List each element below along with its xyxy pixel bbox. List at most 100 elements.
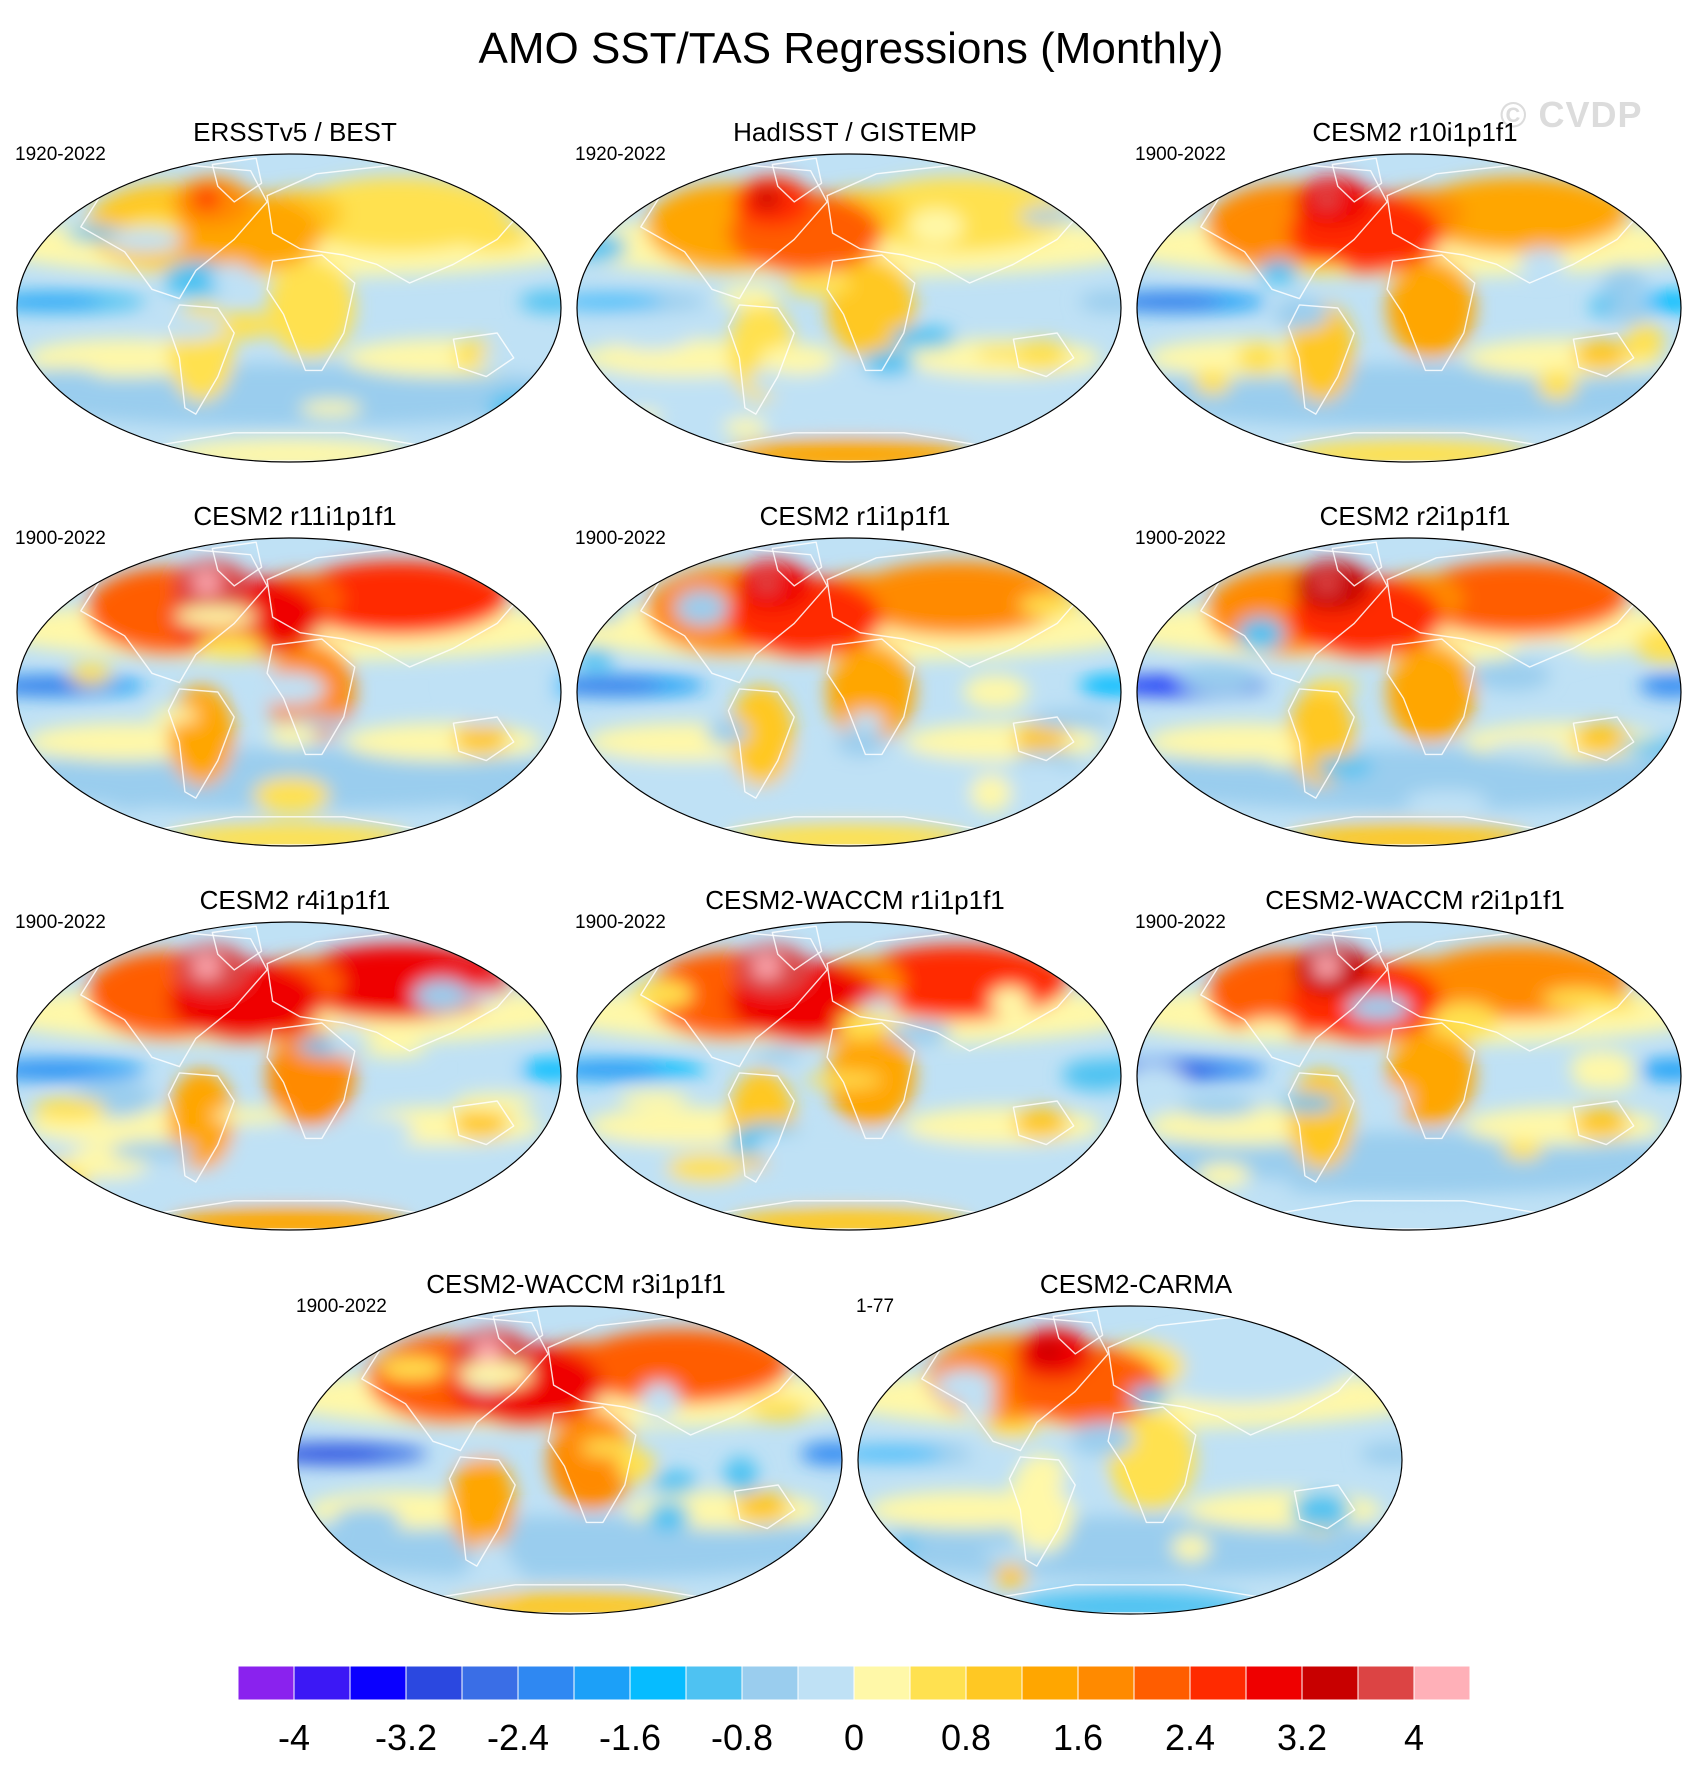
map-panel: CESM2 r1i1p1f1 1900-2022: [575, 500, 1135, 876]
colorbar-cell: [349, 1666, 407, 1701]
noise-patch: [150, 707, 199, 723]
panel-period: 1-77: [856, 1296, 895, 1317]
noise-patch: [1237, 617, 1285, 651]
eurasia-anomaly: [289, 560, 509, 636]
coastline-africa: [1386, 254, 1476, 372]
coastline-namer: [361, 1315, 549, 1452]
antarctica-anomaly: [1288, 439, 1530, 462]
pacific-cold-tongue-east: [1639, 1058, 1681, 1081]
panel-title: CESM2-WACCM r1i1p1f1: [705, 885, 1005, 915]
coastline-greenland: [771, 541, 823, 587]
noise-patch: [107, 228, 183, 253]
noise-patch: [960, 1394, 996, 1419]
north-atlantic-peak: [193, 955, 221, 978]
coastline-samer: [727, 688, 795, 799]
africa-anomaly: [827, 642, 915, 742]
noise-patch: [1361, 1087, 1410, 1111]
noise-patch: [1019, 208, 1073, 225]
coastline-namer: [80, 163, 268, 300]
map-panel: CESM2-WACCM r3i1p1f1 1900-2022: [296, 1268, 856, 1644]
pacific-cold-tongue-east: [519, 1058, 561, 1081]
map-field: [17, 154, 561, 462]
panel-title: HadISST / GISTEMP: [733, 117, 977, 147]
map-svg: [1136, 153, 1682, 463]
coastline-australia: [1012, 1100, 1075, 1146]
noise-patch: [1509, 643, 1582, 664]
noise-patch: [863, 349, 915, 377]
noise-patch: [1624, 323, 1664, 361]
north-atlantic-peak: [753, 571, 781, 594]
colorbar-cell: [629, 1666, 687, 1701]
pacific-cold-tongue-core: [577, 295, 663, 308]
coastline-africa: [266, 254, 356, 372]
map-svg: [16, 537, 562, 847]
coastline-africa: [826, 638, 916, 756]
noise-patch: [378, 1356, 446, 1380]
south-subtropics-anomaly: [343, 723, 542, 761]
noise-patch: [467, 795, 541, 822]
panel-period: 1900-2022: [15, 912, 106, 933]
noise-patch: [1240, 1018, 1295, 1042]
australia-anomaly: [1013, 723, 1069, 755]
coastline-australia: [1572, 716, 1635, 762]
coastline-greenland: [1052, 1309, 1104, 1355]
coastline-africa: [826, 1022, 916, 1140]
colorbar-tick-label: 3.2: [1277, 1717, 1327, 1758]
noise-patch: [268, 724, 317, 747]
south-subtropics-anomaly: [1463, 1107, 1662, 1145]
colorbar-tick-label: 0.8: [941, 1717, 991, 1758]
map-svg: [16, 153, 562, 463]
antarctica-anomaly: [1288, 1207, 1530, 1230]
cvdp-watermark: © CVDP: [1500, 94, 1643, 135]
eurasia-anomaly: [849, 176, 1069, 252]
colorbar-tick-label: -4: [278, 1717, 310, 1758]
noise-patch: [859, 998, 898, 1013]
map-panel: CESM2-WACCM r1i1p1f1 1900-2022: [575, 884, 1135, 1260]
noise-patch: [888, 1021, 953, 1045]
noise-patch: [144, 315, 226, 341]
noise-patch: [1618, 739, 1681, 753]
map-field: [17, 538, 561, 846]
noise-patch: [1279, 1094, 1338, 1113]
noise-patch: [1600, 265, 1647, 298]
coastline-australia: [1572, 332, 1635, 378]
africa-anomaly: [1387, 642, 1475, 742]
map-panel: CESM2 r10i1p1f1 1900-2022: [1135, 116, 1695, 492]
noise-patch: [152, 776, 193, 792]
antarctica-anomaly: [449, 1591, 691, 1614]
coastline-greenland: [211, 925, 263, 971]
colorbar-tick-label: 0: [844, 1717, 864, 1758]
north-atlantic-peak: [193, 187, 221, 210]
coastline-australia: [1012, 332, 1075, 378]
noise-patch: [989, 986, 1031, 1016]
noise-patch: [1291, 1493, 1351, 1528]
noise-patch: [1236, 342, 1280, 376]
eurasia-anomaly: [1409, 176, 1629, 252]
noise-patch: [1178, 1095, 1258, 1118]
coastline-namer: [1200, 163, 1388, 300]
map-svg: [297, 1305, 843, 1615]
panel-title: CESM2-WACCM r2i1p1f1: [1265, 885, 1565, 915]
noise-patch: [577, 758, 593, 775]
noise-patch: [976, 347, 1028, 361]
antarctica-anomaly: [168, 823, 410, 846]
coastline-namer: [640, 163, 828, 300]
noise-patch: [719, 285, 780, 308]
noise-patch: [1430, 1002, 1499, 1040]
noise-patch: [32, 1097, 107, 1121]
map-svg: [576, 153, 1122, 463]
noise-patch: [465, 990, 505, 1003]
noise-patch: [909, 208, 964, 244]
noise-patch: [210, 263, 255, 293]
pacific-cold-tongue-east: [1079, 290, 1121, 313]
pacific-cold-tongue-east: [1079, 674, 1121, 697]
coastline-australia: [452, 716, 515, 762]
map-border: [857, 1305, 1403, 1615]
noise-patch: [1274, 298, 1329, 330]
map-field: [1137, 154, 1681, 462]
map-svg: [576, 537, 1122, 847]
colorbar-tick-label: -3.2: [375, 1717, 437, 1758]
noise-patch: [616, 1449, 657, 1483]
noise-patch: [970, 774, 1012, 812]
noise-patch: [1262, 732, 1299, 768]
